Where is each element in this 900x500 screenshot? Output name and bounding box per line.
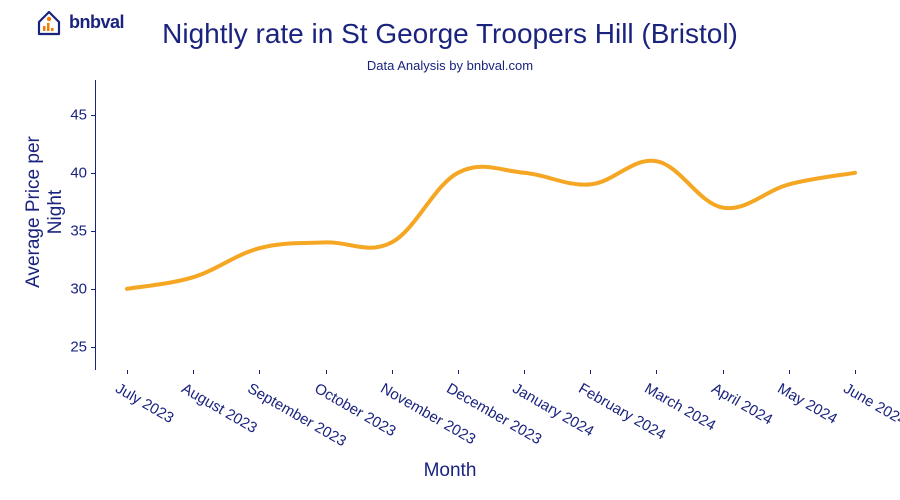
x-tick-label: June 2024 [841,380,900,430]
y-tick-label: 40 [57,164,87,181]
chart-line-svg [95,80,865,370]
x-tick-mark [789,370,790,374]
y-tick-label: 35 [57,222,87,239]
x-tick-label: July 2023 [113,380,177,427]
x-tick-mark [193,370,194,374]
y-tick-mark [91,115,95,116]
x-tick-mark [656,370,657,374]
x-tick-mark [723,370,724,374]
x-tick-mark [855,370,856,374]
y-tick-mark [91,289,95,290]
x-tick-mark [127,370,128,374]
x-tick-mark [590,370,591,374]
x-axis-label: Month [0,460,900,482]
x-tick-label: April 2024 [708,380,775,428]
chart-title: Nightly rate in St George Troopers Hill … [0,18,900,50]
y-tick-label: 30 [57,280,87,297]
y-tick-mark [91,231,95,232]
x-tick-label: May 2024 [774,380,840,428]
x-tick-mark [326,370,327,374]
data-line [127,161,855,289]
x-tick-mark [392,370,393,374]
y-tick-label: 25 [57,338,87,355]
x-tick-mark [259,370,260,374]
y-tick-label: 45 [57,106,87,123]
y-tick-mark [91,347,95,348]
x-tick-mark [524,370,525,374]
chart-subtitle: Data Analysis by bnbval.com [0,58,900,73]
plot-area: 2530354045July 2023August 2023September … [95,80,865,370]
y-tick-mark [91,173,95,174]
x-tick-mark [458,370,459,374]
